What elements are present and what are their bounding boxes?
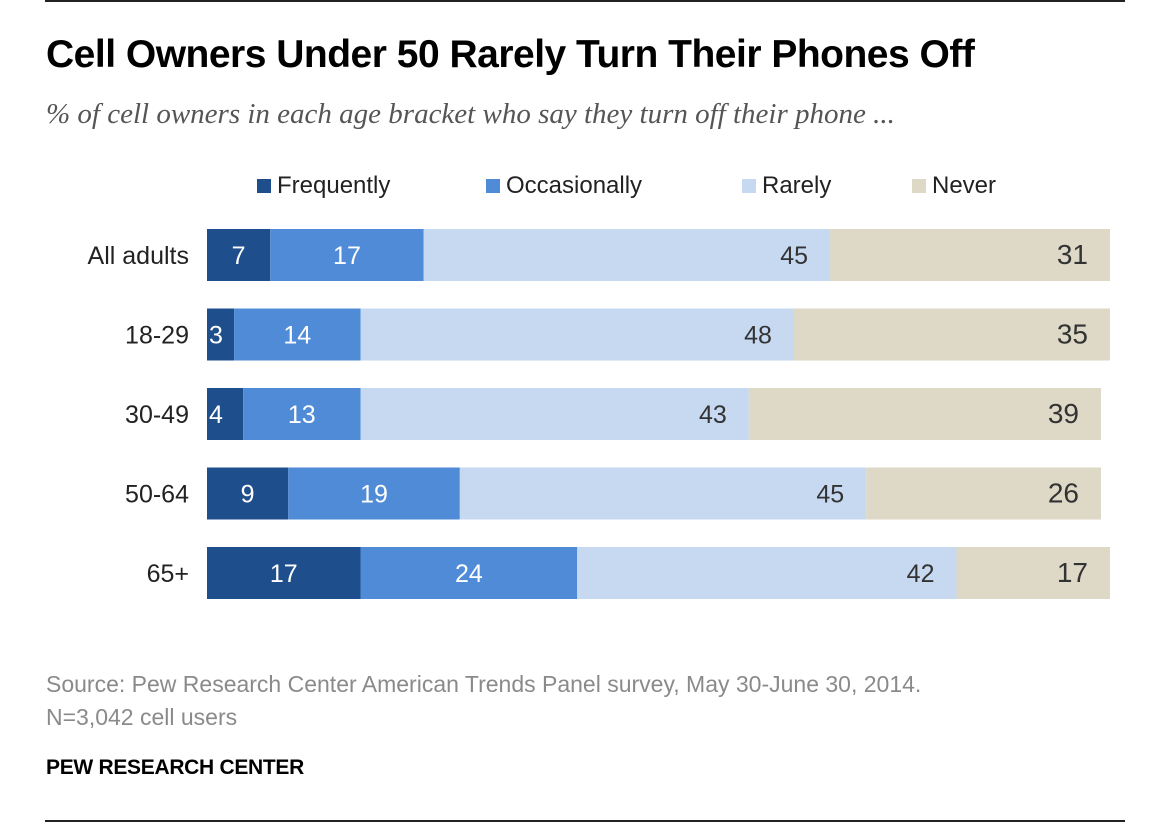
legend-item-frequently: Frequently xyxy=(257,172,390,200)
bar-segment-never xyxy=(748,388,1101,440)
bar-segment-frequently xyxy=(207,388,244,440)
data-label-occasionally: 14 xyxy=(283,322,311,350)
data-label-frequently: 4 xyxy=(209,401,223,429)
legend-swatch-rarely xyxy=(742,179,756,193)
data-label-rarely: 45 xyxy=(816,481,844,509)
data-label-never: 35 xyxy=(1057,319,1088,350)
bar-segment-rarely xyxy=(423,229,831,281)
legend-item-never: Never xyxy=(912,172,996,200)
data-label-frequently: 9 xyxy=(241,481,255,509)
category-label: 65+ xyxy=(147,560,189,588)
bar-segment-frequently xyxy=(207,467,289,520)
data-label-rarely: 45 xyxy=(780,242,808,270)
sample-size-line: N=3,042 cell users xyxy=(46,704,238,730)
legend-label-rarely: Rarely xyxy=(762,172,832,199)
legend-label-occasionally: Occasionally xyxy=(506,172,643,199)
legend-label-frequently: Frequently xyxy=(277,172,391,199)
data-label-rarely: 42 xyxy=(907,560,935,588)
bar-segment-occasionally xyxy=(243,388,361,440)
legend-item-rarely: Rarely xyxy=(742,172,831,200)
legend-swatch-occasionally xyxy=(486,179,500,193)
chart-subtitle: % of cell owners in each age bracket who… xyxy=(46,98,895,130)
data-label-frequently: 17 xyxy=(270,560,298,588)
legend-swatch-never xyxy=(912,179,926,193)
brand-credit: PEW RESEARCH CENTER xyxy=(46,756,304,779)
source-note: Source: Pew Research Center American Tre… xyxy=(46,668,921,734)
bar-segment-rarely xyxy=(360,388,749,440)
bar-segment-never xyxy=(793,308,1110,361)
data-label-occasionally: 17 xyxy=(333,242,361,270)
legend-swatch-frequently xyxy=(257,179,271,193)
bar-segment-frequently xyxy=(207,308,235,361)
data-label-rarely: 48 xyxy=(744,322,772,350)
bar-segment-frequently xyxy=(207,547,361,599)
bar-segment-occasionally xyxy=(270,229,424,281)
bar-segment-never xyxy=(830,229,1110,281)
bar-segment-rarely xyxy=(459,467,867,520)
category-label: All adults xyxy=(88,242,189,270)
data-label-never: 26 xyxy=(1048,478,1079,509)
bar-segment-rarely xyxy=(360,308,794,361)
data-label-occasionally: 13 xyxy=(288,401,316,429)
data-label-frequently: 7 xyxy=(232,242,246,270)
bar-segment-never xyxy=(866,467,1101,520)
data-label-never: 17 xyxy=(1057,557,1088,588)
top-rule xyxy=(45,0,1125,2)
legend: Frequently Occasionally Rarely Never xyxy=(0,172,1170,206)
bar-segment-occasionally xyxy=(360,547,578,599)
data-label-occasionally: 19 xyxy=(360,481,388,509)
legend-label-never: Never xyxy=(932,172,997,199)
legend-item-occasionally: Occasionally xyxy=(486,172,642,200)
category-label: 18-29 xyxy=(125,322,189,350)
bar-segment-frequently xyxy=(207,229,271,281)
bar-segment-occasionally xyxy=(288,467,460,520)
data-label-occasionally: 24 xyxy=(455,560,483,588)
chart-title: Cell Owners Under 50 Rarely Turn Their P… xyxy=(46,33,975,76)
data-label-never: 31 xyxy=(1057,239,1088,270)
bar-segment-occasionally xyxy=(234,308,361,361)
data-label-frequently: 3 xyxy=(209,322,223,350)
bar-segment-never xyxy=(956,547,1110,599)
bottom-rule xyxy=(45,820,1125,822)
bar-segment-rarely xyxy=(577,547,957,599)
data-label-rarely: 43 xyxy=(699,401,727,429)
data-label-never: 39 xyxy=(1048,398,1079,429)
category-label: 30-49 xyxy=(125,401,189,429)
source-line: Source: Pew Research Center American Tre… xyxy=(46,671,922,697)
category-label: 50-64 xyxy=(125,481,189,509)
